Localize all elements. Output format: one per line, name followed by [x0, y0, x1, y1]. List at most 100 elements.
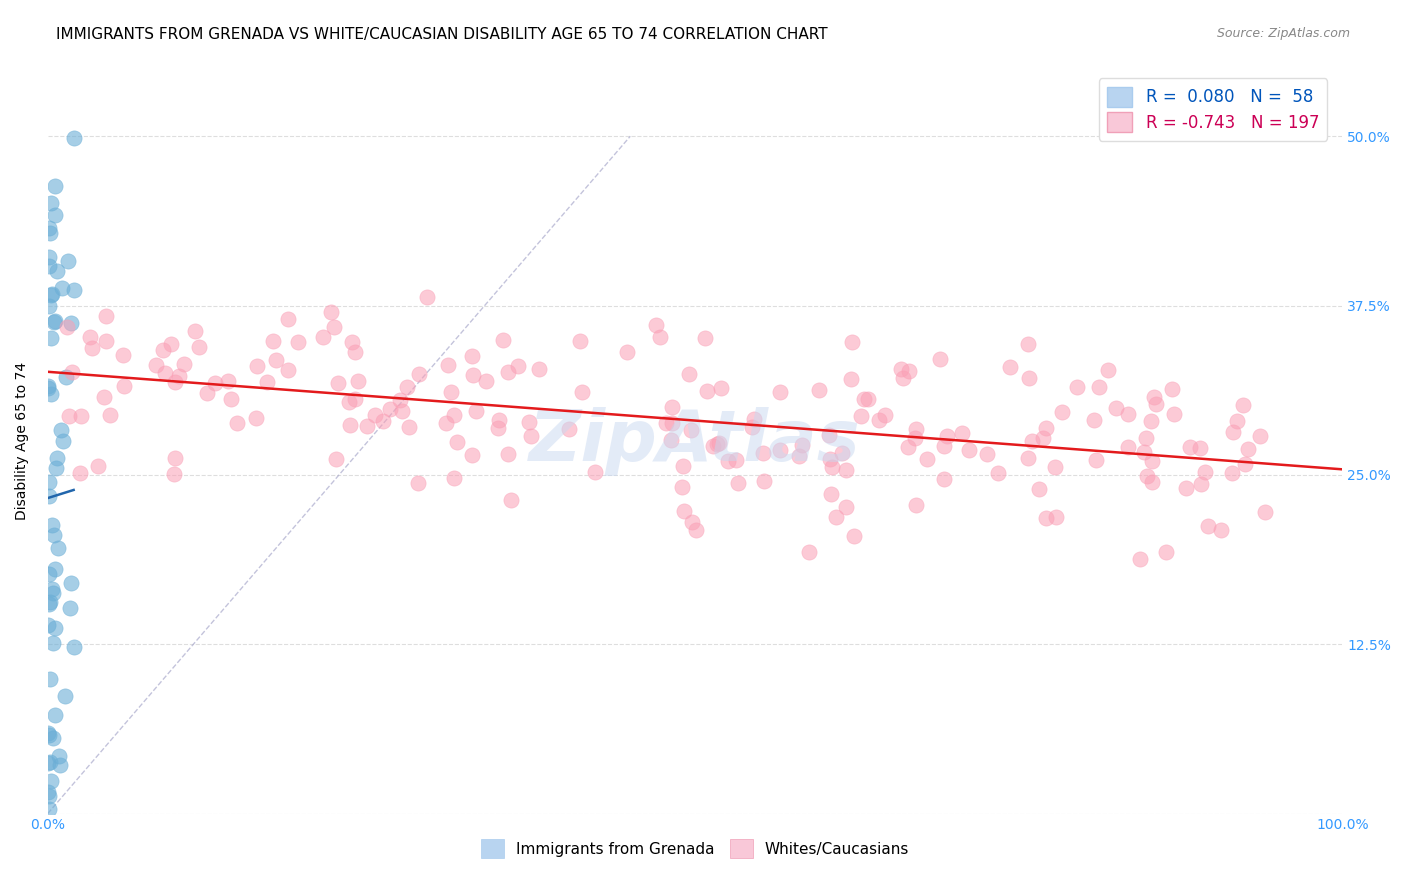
Point — [1163, 407, 1185, 421]
Point — [835, 463, 858, 477]
Point — [38, 673, 60, 687]
Point — [904, 431, 927, 445]
Point — [695, 330, 717, 344]
Point — [38, 802, 60, 816]
Point — [145, 358, 167, 372]
Point — [527, 362, 550, 376]
Point — [463, 368, 485, 382]
Point — [37, 756, 59, 771]
Point — [569, 334, 592, 348]
Point — [1028, 482, 1050, 496]
Point — [1143, 390, 1166, 404]
Point — [831, 446, 853, 460]
Point — [44, 208, 66, 222]
Point — [245, 411, 267, 425]
Point — [70, 409, 93, 424]
Point — [1129, 552, 1152, 566]
Point — [1085, 453, 1108, 467]
Point — [98, 408, 121, 422]
Point — [326, 376, 349, 391]
Point — [1135, 431, 1157, 445]
Point — [1066, 379, 1088, 393]
Point — [37, 785, 59, 799]
Point — [1237, 442, 1260, 456]
Point — [406, 475, 429, 490]
Point — [488, 412, 510, 426]
Point — [195, 385, 218, 400]
Point — [217, 374, 239, 388]
Point — [219, 392, 242, 406]
Point — [506, 359, 529, 373]
Point — [41, 517, 63, 532]
Point — [443, 471, 465, 485]
Point — [342, 334, 364, 349]
Point — [373, 414, 395, 428]
Point — [1222, 425, 1244, 439]
Text: ZipAtlas: ZipAtlas — [529, 407, 860, 475]
Point — [1132, 445, 1154, 459]
Point — [841, 334, 863, 349]
Point — [80, 341, 103, 355]
Point — [39, 288, 62, 302]
Point — [1140, 414, 1163, 428]
Point — [39, 594, 62, 608]
Point — [434, 416, 457, 430]
Point — [1194, 466, 1216, 480]
Point — [1180, 440, 1202, 454]
Point — [1017, 450, 1039, 465]
Point — [346, 374, 368, 388]
Point — [443, 408, 465, 422]
Point — [48, 757, 70, 772]
Point — [37, 381, 59, 395]
Point — [710, 381, 733, 395]
Point — [671, 480, 693, 494]
Point — [1035, 511, 1057, 525]
Point — [835, 500, 858, 515]
Point — [322, 319, 344, 334]
Point — [820, 460, 842, 475]
Point — [38, 566, 60, 581]
Point — [849, 409, 872, 424]
Point — [818, 452, 841, 467]
Point — [1136, 469, 1159, 483]
Point — [44, 562, 66, 576]
Point — [62, 131, 84, 145]
Point — [42, 528, 65, 542]
Point — [1032, 431, 1054, 445]
Point — [717, 454, 740, 468]
Point — [42, 585, 65, 599]
Point — [167, 369, 190, 384]
Point — [45, 451, 67, 466]
Point — [751, 446, 773, 460]
Point — [42, 636, 65, 650]
Point — [58, 600, 80, 615]
Point — [152, 343, 174, 358]
Point — [976, 447, 998, 461]
Point — [343, 345, 366, 359]
Point — [1083, 413, 1105, 427]
Point — [264, 352, 287, 367]
Point — [616, 345, 638, 359]
Point — [460, 448, 482, 462]
Point — [492, 333, 515, 347]
Point — [461, 350, 484, 364]
Point — [256, 375, 278, 389]
Point — [741, 420, 763, 434]
Point — [1144, 397, 1167, 411]
Point — [1043, 459, 1066, 474]
Point — [1097, 363, 1119, 377]
Point — [41, 774, 63, 789]
Point — [891, 371, 914, 385]
Point — [52, 434, 75, 449]
Point — [875, 409, 897, 423]
Point — [391, 404, 413, 418]
Point — [890, 362, 912, 376]
Point — [112, 348, 135, 362]
Point — [408, 367, 430, 381]
Point — [163, 467, 186, 482]
Point — [702, 439, 724, 453]
Point — [46, 263, 69, 277]
Point — [87, 458, 110, 473]
Point — [38, 489, 60, 503]
Point — [287, 334, 309, 349]
